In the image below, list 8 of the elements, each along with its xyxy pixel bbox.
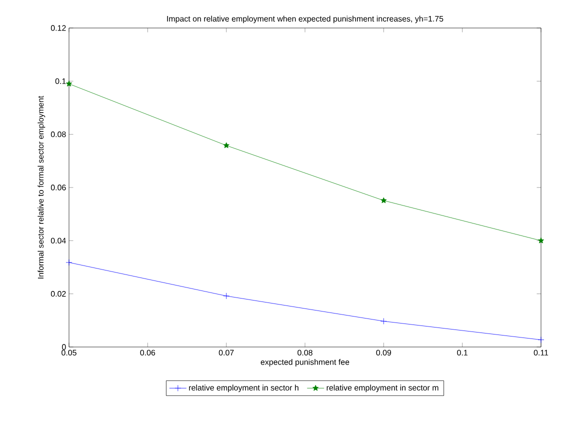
point: [66, 259, 72, 266]
point: [223, 292, 230, 300]
point: [223, 142, 230, 148]
point: [66, 80, 72, 86]
point: [538, 237, 544, 244]
point: [380, 197, 387, 204]
point: [380, 318, 387, 324]
point: [538, 336, 544, 344]
